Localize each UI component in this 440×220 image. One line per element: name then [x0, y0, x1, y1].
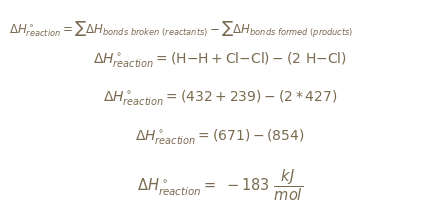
Text: $\Delta H^\circ_{reaction} = \sum \Delta H_{bonds\ broken\ (reactants)} - \sum \: $\Delta H^\circ_{reaction} = \sum \Delta… [9, 20, 353, 40]
Text: $\Delta H^\circ_{reaction} = (432 + 239) - (2 * 427)$: $\Delta H^\circ_{reaction} = (432 + 239)… [103, 88, 337, 107]
Text: $\Delta H^\circ_{reaction} =\ -183\ \dfrac{kJ}{mol}$: $\Delta H^\circ_{reaction} =\ -183\ \dfr… [137, 167, 303, 203]
Text: $\Delta H^\circ_{reaction} = \left(\mathrm{H{-}H + Cl{-}Cl}\right) - \left(\math: $\Delta H^\circ_{reaction} = \left(\math… [93, 50, 347, 69]
Text: $\Delta H^\circ_{reaction} = (671) - (854)$: $\Delta H^\circ_{reaction} = (671) - (85… [135, 127, 305, 146]
